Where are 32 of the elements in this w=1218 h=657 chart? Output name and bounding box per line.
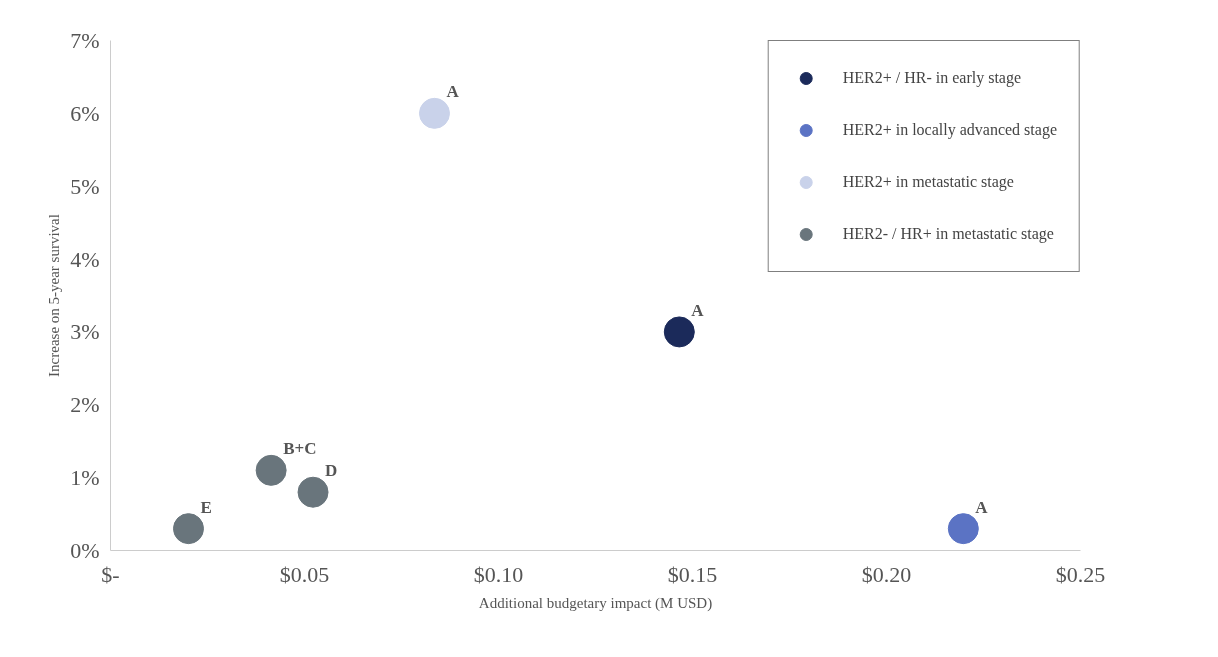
annotation: A	[691, 300, 705, 320]
x-tick-label: $0.10	[473, 561, 524, 587]
point	[255, 454, 287, 486]
x-axis-title: Additional budgetary impact (M USD)	[478, 594, 713, 612]
legend-label: HER2+ in locally advanced stage	[842, 121, 1057, 139]
y-tick-label: 3%	[70, 319, 100, 345]
y-axis-title: Increase on 5-year survival	[46, 214, 63, 377]
y-tick-label: 7%	[70, 28, 100, 53]
y-tick-label: 5%	[70, 173, 100, 199]
y-tick-label: 1%	[70, 465, 100, 491]
annotation: D	[325, 461, 338, 481]
point	[172, 513, 204, 545]
point	[418, 97, 450, 129]
annotation: E	[200, 497, 212, 517]
point	[297, 476, 329, 508]
legend-label: HER2+ in metastatic stage	[842, 173, 1014, 191]
y-tick-label: 6%	[70, 100, 100, 126]
x-tick-label: $-	[101, 561, 120, 587]
point	[947, 513, 979, 545]
y-tick-label: 4%	[70, 246, 100, 272]
x-tick-label: $0.15	[667, 561, 718, 587]
annotation: A	[446, 82, 460, 102]
point	[663, 316, 695, 348]
legend-label: HER2- / HR+ in metastatic stage	[842, 225, 1054, 243]
y-tick-label: 0%	[70, 538, 100, 563]
legend-label: HER2+ / HR- in early stage	[842, 69, 1022, 87]
annotation: B+C	[283, 439, 317, 459]
x-tick-label: $0.25	[1055, 561, 1106, 587]
x-tick-label: $0.20	[861, 561, 912, 587]
y-tick-label: 2%	[70, 392, 100, 418]
x-tick-label: $0.05	[279, 561, 330, 587]
annotation: A	[975, 497, 989, 517]
